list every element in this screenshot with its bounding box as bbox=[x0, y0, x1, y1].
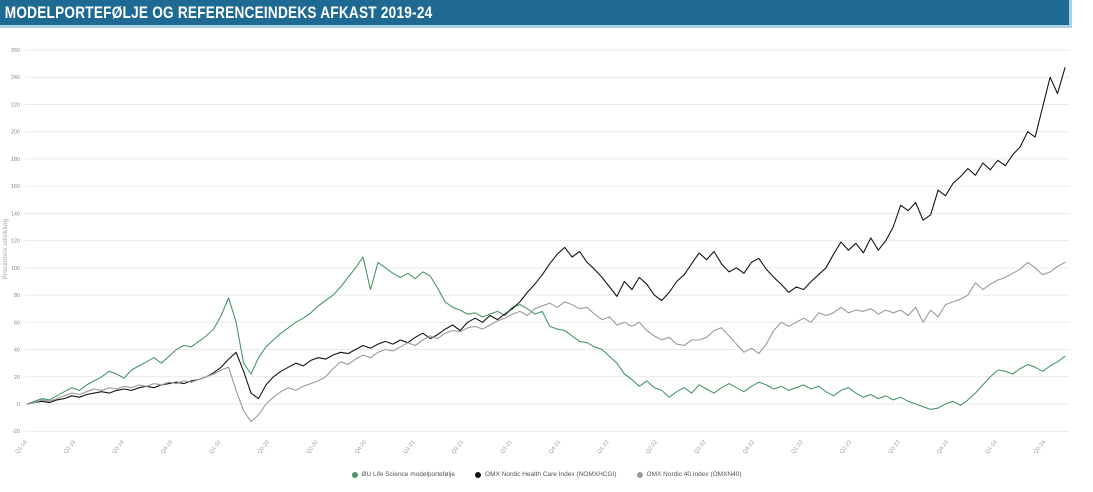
y-tick-label: 100 bbox=[11, 266, 20, 272]
y-tick-label: 80 bbox=[14, 293, 20, 299]
legend-marker-icon bbox=[636, 471, 643, 478]
y-tick-label: 0 bbox=[17, 402, 20, 408]
legend-label: ØU Life Science modelportefølje bbox=[361, 471, 456, 478]
legend-label: OMX Nordic 40 Index (OMXN40) bbox=[646, 471, 742, 478]
x-tick-label: Q3-23 bbox=[887, 440, 901, 456]
x-tick-label: Q2-21 bbox=[451, 440, 465, 456]
plot-area: -20020406080100120140160180200220240260 … bbox=[11, 48, 1070, 456]
x-tick-label: Q1-24 bbox=[984, 440, 998, 456]
x-tick-label: Q3-22 bbox=[693, 440, 707, 456]
y-tick-label: 180 bbox=[11, 157, 20, 163]
x-tick-label: Q3-20 bbox=[305, 440, 319, 456]
y-tick-label: 260 bbox=[11, 48, 20, 54]
x-tick-label: Q1-19 bbox=[14, 440, 28, 456]
line-chart: -20 0 20 40 60 80 100 120 140 160 180 200 220 240 260 … bbox=[0, 28, 1093, 492]
legend-item: OMX Nordic Health Care Index (NOMXHCGI) bbox=[475, 471, 617, 478]
gridlines bbox=[25, 49, 1070, 432]
legend-marker-icon bbox=[475, 471, 482, 478]
y-tick-label: 40 bbox=[14, 348, 20, 354]
x-tick-label: Q4-21 bbox=[548, 440, 562, 456]
y-tick-label: 120 bbox=[11, 239, 20, 245]
series-line-2 bbox=[26, 67, 1066, 405]
x-tick-label: Q1-23 bbox=[790, 440, 804, 456]
y-tick-label: 20 bbox=[14, 375, 20, 381]
x-tick-label: Q2-23 bbox=[839, 440, 853, 456]
series-lines bbox=[26, 67, 1066, 423]
y-axis-tick-labels: -20 0 20 40 60 80 100 120 140 160 180 200 220 240 260 bbox=[11, 48, 20, 435]
chart-title-bar: MODELPORTEFØLJE OG REFERENCEINDEKS AFKAS… bbox=[0, 0, 1072, 28]
y-tick-label: 140 bbox=[11, 211, 20, 217]
chart-legend: ØU Life Science modelportefølje OMX Nordi… bbox=[351, 471, 742, 478]
y-tick-label: 220 bbox=[11, 102, 20, 108]
y-tick-label: 200 bbox=[11, 130, 20, 136]
legend-marker-icon bbox=[351, 471, 358, 478]
x-tick-label: Q3-21 bbox=[499, 440, 513, 456]
x-tick-label: Q1-22 bbox=[596, 440, 610, 456]
y-tick-label: 160 bbox=[11, 184, 20, 190]
series-line-3 bbox=[26, 261, 1066, 423]
x-tick-label: Q4-19 bbox=[160, 440, 174, 456]
x-tick-label: Q3-19 bbox=[111, 440, 125, 456]
x-axis-tick-labels: Q1-19 Q2-19 Q3-19 Q4-19 Q1-20 Q2-20 Q3-20 Q4-20… bbox=[14, 440, 1047, 456]
x-tick-label: Q4-23 bbox=[936, 440, 950, 456]
legend-item: OMX Nordic 40 Index (OMXN40) bbox=[636, 471, 742, 478]
x-tick-label: Q2-20 bbox=[257, 440, 271, 456]
legend-item: ØU Life Science modelportefølje bbox=[351, 471, 455, 478]
x-tick-label: Q4-20 bbox=[354, 440, 368, 456]
y-tick-label: 240 bbox=[11, 75, 20, 81]
x-tick-label: Q1-20 bbox=[208, 440, 222, 456]
y-tick-label: -20 bbox=[12, 429, 20, 435]
y-axis-title: Procentvis udvikling bbox=[3, 218, 9, 280]
chart-title: MODELPORTEFØLJE OG REFERENCEINDEKS AFKAS… bbox=[4, 2, 433, 22]
x-tick-label: Q2-19 bbox=[63, 440, 77, 456]
legend-label: OMX Nordic Health Care Index (NOMXHCGI) bbox=[485, 471, 617, 478]
y-tick-label: 60 bbox=[14, 320, 20, 326]
x-tick-label: Q2-22 bbox=[645, 440, 659, 456]
x-tick-label: Q1-21 bbox=[402, 440, 416, 456]
x-tick-label: Q4-22 bbox=[742, 440, 756, 456]
x-tick-label: Q2-24 bbox=[1033, 440, 1047, 456]
series-line-1 bbox=[26, 256, 1066, 410]
